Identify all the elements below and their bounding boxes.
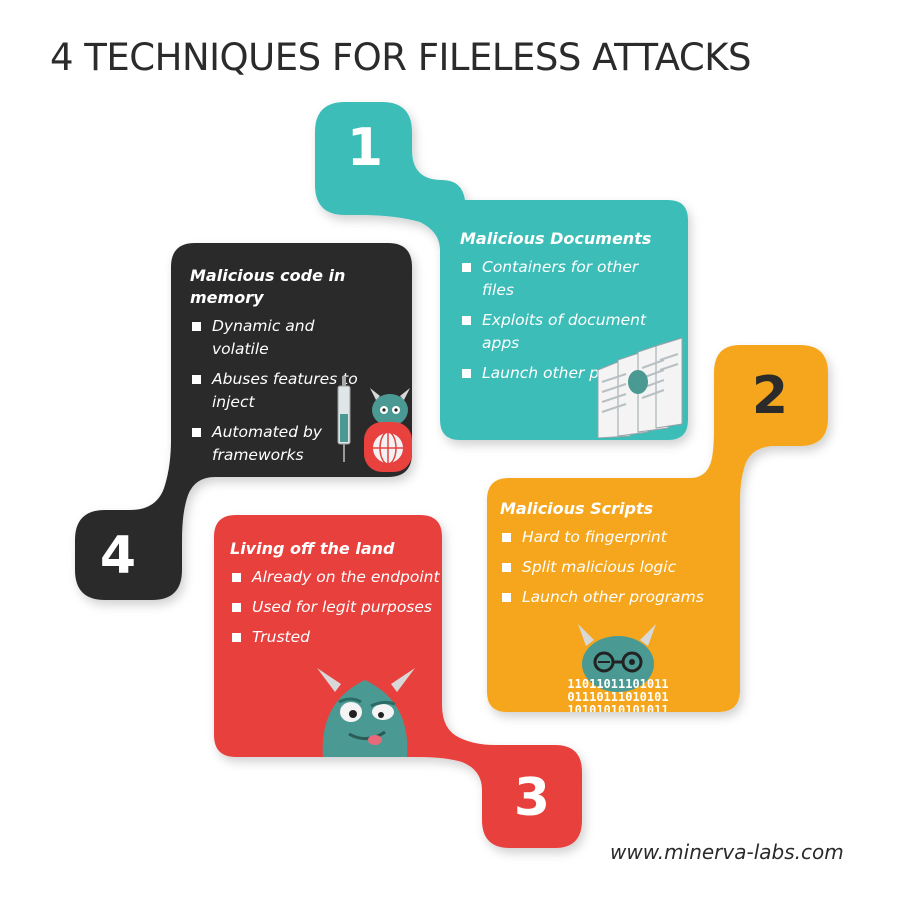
card-2-bullet: Hard to fingerprint [500,526,730,549]
card-3-content: Living off the land Already on the endpo… [230,538,445,656]
card-4-content: Malicious code in memory Dynamic and vol… [190,265,410,474]
card-4-bullet: Dynamic and volatile [190,315,375,361]
page-title: 4 TECHNIQUES FOR FILELESS ATTACKS [50,36,752,79]
card-4-number: 4 [99,526,137,586]
card-2-content: Malicious Scripts Hard to fingerprint Sp… [500,498,730,616]
card-3-bullet: Already on the endpoint [230,566,445,589]
card-1-title: Malicious Documents [460,229,652,248]
binary-line-3: 10101010101011 [567,703,668,712]
card-2-shape [487,345,828,712]
document-pages-illustration [597,337,683,438]
card-1-shape [315,102,688,440]
card-2-bullet: Launch other programs [500,586,730,609]
card-1-number: 1 [346,118,384,178]
card-4-title: Malicious code in memory [190,266,346,307]
binary-line-1: 11011011101011 [567,677,668,691]
monster-face [317,668,415,757]
card-2-title: Malicious Scripts [500,499,654,518]
card-1-content: Malicious Documents Containers for other… [460,228,675,392]
card-3-title: Living off the land [230,539,395,558]
card-2-number: 2 [751,366,789,426]
card-4-bullet: Automated by frameworks [190,421,375,467]
binary-line-2: 01110111010101 [567,690,668,704]
card-4-bullet: Abuses features to inject [190,368,375,414]
monster-with-glasses-binary: 11011011101011 01110111010101 1010101010… [567,624,669,712]
card-3-bullet: Trusted [230,626,445,649]
card-1-bullet: Exploits of document apps [460,309,675,355]
website-footer: www.minerva-labs.com [610,840,844,864]
card-4-shape [75,243,412,600]
card-3-bullet: Used for legit purposes [230,596,445,619]
monster-with-syringe [337,376,412,472]
card-1-bullet: Containers for other files [460,256,675,302]
card-3-number: 3 [513,768,551,828]
card-2-bullet: Split malicious logic [500,556,730,579]
